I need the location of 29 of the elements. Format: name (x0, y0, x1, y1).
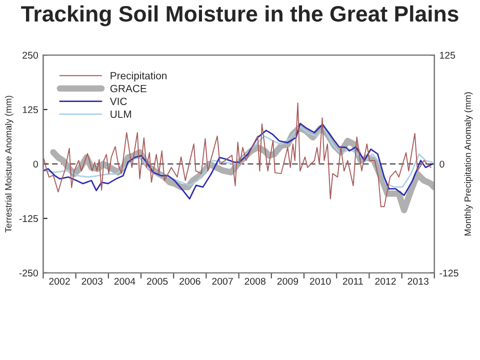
x-tick-label: 2002 (49, 278, 70, 285)
x-tick-label: 2007 (212, 278, 233, 285)
y2-tick-label: 125 (440, 52, 456, 59)
legend-label: ULM (110, 110, 132, 118)
line-series (43, 125, 434, 188)
legend-label: VIC (110, 98, 127, 106)
y-tick-label: -250 (19, 270, 38, 276)
line-series (43, 122, 434, 200)
x-tick-label: 2011 (342, 278, 363, 285)
y2-tick-label: 0 (440, 160, 444, 168)
x-tick-label: 2010 (310, 278, 331, 285)
legend-label: GRACE (110, 84, 146, 92)
y2-tick-label: -125 (440, 270, 458, 276)
y-tick-label: 250 (22, 52, 38, 59)
y-tick-label: -125 (19, 215, 38, 222)
x-tick-label: 2003 (82, 278, 102, 285)
y2-axis-title: Monthly Precipitation Anomaly (mm) (464, 92, 473, 236)
x-tick-label: 2004 (114, 278, 136, 285)
x-tick-label: 2005 (146, 278, 168, 285)
x-tick-label: 2008 (244, 278, 266, 285)
legend-label: Precipitation (110, 72, 167, 82)
x-tick-label: 2012 (375, 278, 396, 285)
x-tick-label: 2013 (408, 278, 428, 285)
y-tick-label: 125 (22, 106, 38, 114)
y-axis-title: Terrestrial Moisture Anomaly (mm) (4, 96, 14, 232)
chart-title: Tracking Soil Moisture in the Great Plains (21, 5, 458, 26)
x-tick-label: 2006 (180, 278, 200, 285)
x-tick-label: 2009 (277, 278, 298, 285)
y-tick-label: 0 (33, 160, 38, 168)
